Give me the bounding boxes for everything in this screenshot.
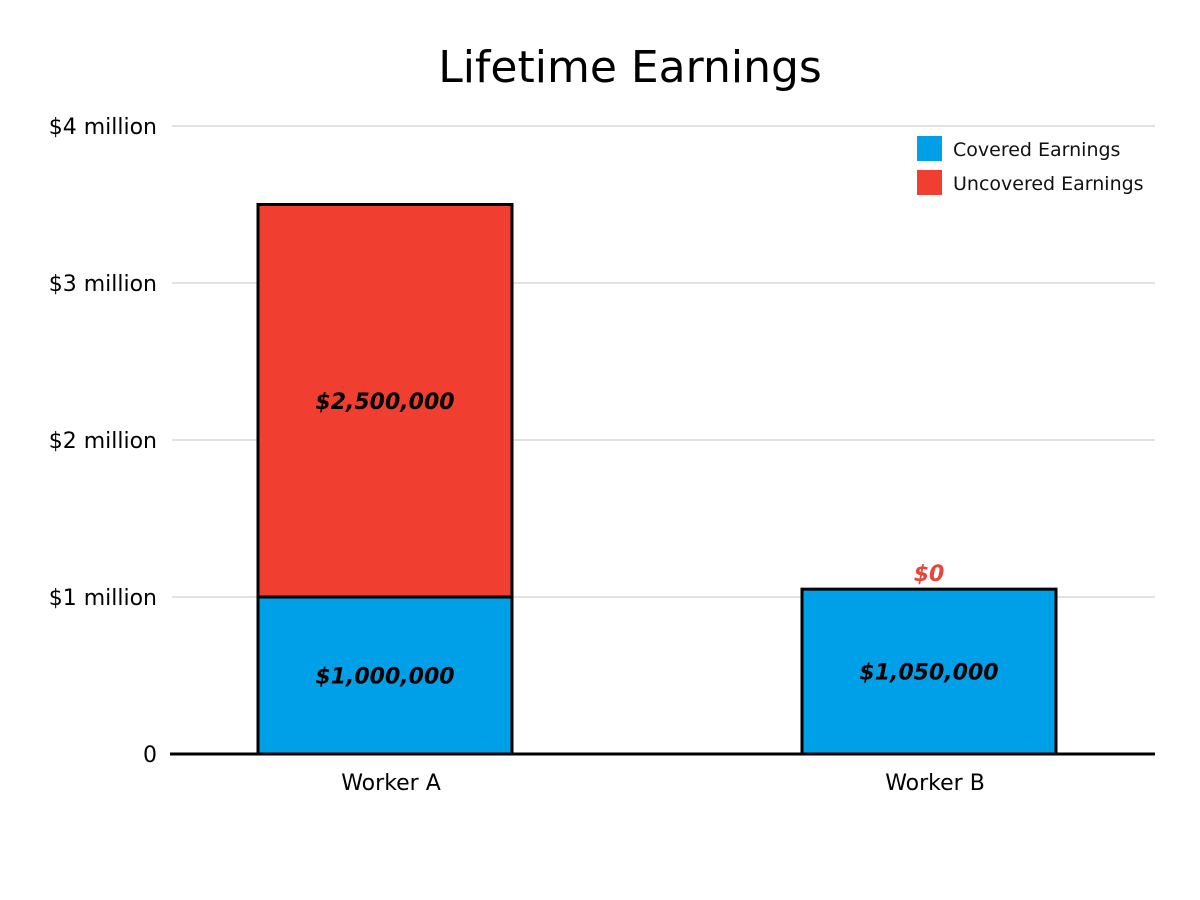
legend: Covered Earnings Uncovered Earnings: [917, 136, 1144, 195]
y-tick-label: $3 million: [49, 272, 157, 297]
bar-segment-covered-earnings: [256, 595, 514, 756]
x-category-label: Worker A: [341, 771, 441, 796]
bar-value-label: $1,000,000: [315, 665, 454, 690]
bars: [256, 203, 1058, 756]
y-tick-label: $2 million: [49, 429, 157, 454]
y-tick-label: 0: [143, 743, 157, 768]
bar-value-label: $1,050,000: [859, 661, 998, 686]
legend-swatch: [917, 170, 942, 195]
y-tick-label: $1 million: [49, 586, 157, 611]
axes: 0 $1 million $2 million $3 million $4 millio…: [49, 115, 1155, 796]
bar-segment-covered-earnings: [800, 587, 1058, 756]
bar-zero-value-label: $0: [914, 562, 945, 587]
legend-swatch: [917, 136, 942, 161]
bar-segment-uncovered-earnings: [256, 203, 514, 599]
x-category-label: Worker B: [885, 771, 985, 796]
data-labels: $1,000,000 $2,500,000 $1,050,000 $0: [315, 390, 998, 690]
bar-value-label: $2,500,000: [315, 390, 454, 415]
legend-label: Covered Earnings: [953, 139, 1120, 161]
y-tick-label: $4 million: [49, 115, 157, 140]
legend-label: Uncovered Earnings: [953, 173, 1144, 195]
chart-title: Lifetime Earnings: [438, 42, 822, 93]
